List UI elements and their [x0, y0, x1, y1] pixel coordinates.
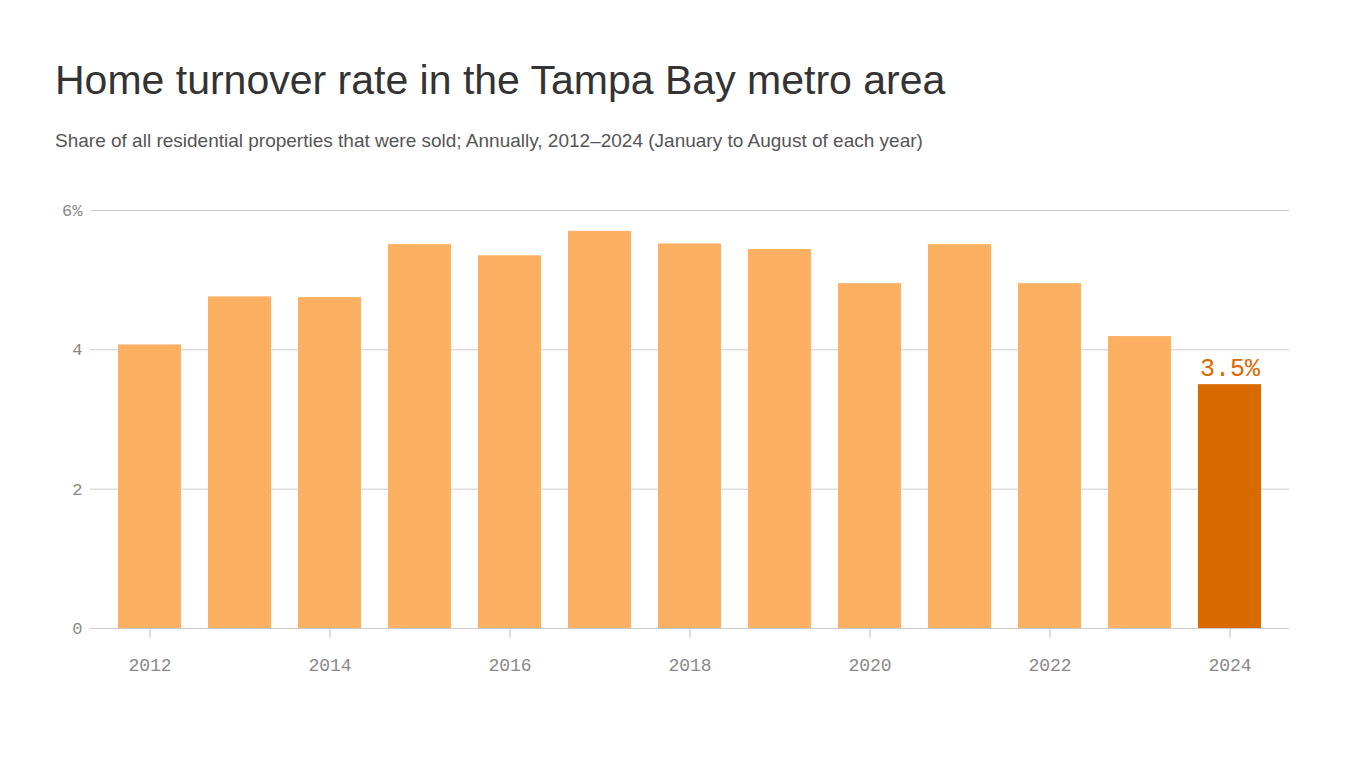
html-text:Home turnover rate in the Tamp: Home turnover rate in the Tampa Bay metr…: [55, 57, 946, 103]
svg-text:3.5%: 3.5%: [1200, 355, 1261, 384]
svg-text:2018: 2018: [668, 656, 711, 676]
svg-text:2014: 2014: [308, 656, 351, 676]
svg-text:6%: 6%: [62, 202, 83, 221]
svg-text:2024: 2024: [1208, 656, 1251, 676]
svg-text:2016: 2016: [488, 656, 531, 676]
svg-text:2: 2: [72, 481, 82, 500]
svg-text:2022: 2022: [1028, 656, 1071, 676]
svg-text:2012: 2012: [128, 656, 171, 676]
svg-text:2020: 2020: [848, 656, 891, 676]
svg-text:0: 0: [72, 620, 82, 639]
svg-text:4: 4: [72, 341, 82, 360]
html-text:Share of all residential prope: Share of all residential properties that…: [55, 130, 923, 151]
